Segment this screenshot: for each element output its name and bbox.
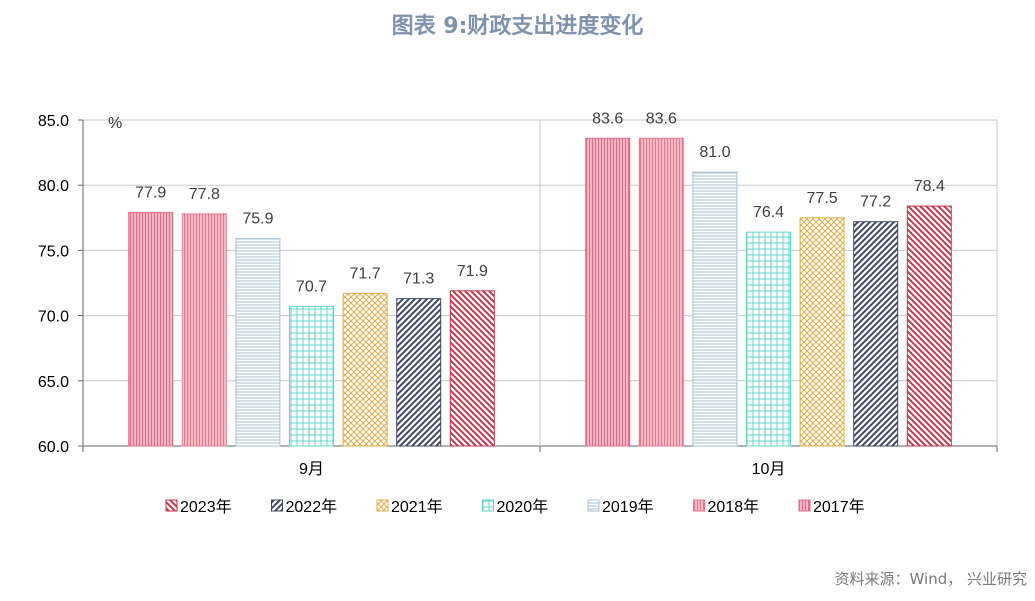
- bar-2022年-9月: [396, 298, 442, 447]
- legend-swatch: [376, 499, 389, 512]
- y-tick-label: 70.0: [38, 309, 69, 326]
- x-tick-label: 10月: [752, 461, 786, 478]
- legend-swatch: [693, 499, 705, 512]
- legend-item-2022年: 2022年: [271, 498, 338, 516]
- bar-2023年-9月: [449, 290, 495, 447]
- data-label: 83.6: [592, 110, 623, 127]
- legend-swatch: [482, 499, 494, 512]
- legend-item-2021年: 2021年: [376, 498, 443, 516]
- legend-swatch: [798, 499, 811, 512]
- y-tick-label: 85.0: [38, 113, 69, 130]
- data-label: 71.7: [350, 265, 381, 282]
- bar-2017年-10月: [585, 137, 631, 447]
- bar-2018年-10月: [638, 137, 684, 447]
- legend-label: 2019年: [602, 498, 654, 516]
- legend-label: 2017年: [813, 498, 865, 516]
- bar-2022年-10月: [853, 221, 899, 447]
- y-tick-label: 60.0: [38, 439, 69, 456]
- bar-2021年-9月: [342, 292, 388, 447]
- y-unit-label: %: [108, 115, 122, 132]
- legend-item-2019年: 2019年: [587, 498, 654, 516]
- legend-item-2020年: 2020年: [482, 498, 549, 516]
- legend-label: 2023年: [180, 498, 232, 516]
- data-label: 70.7: [296, 278, 327, 295]
- bar-2019年-9月: [235, 238, 281, 447]
- bar-2017年-9月: [128, 212, 174, 447]
- legend-swatch: [165, 499, 178, 512]
- bar-2018年-9月: [181, 213, 227, 447]
- legend-label: 2022年: [286, 498, 338, 516]
- y-tick-label: 75.0: [38, 243, 69, 260]
- bar-2020年-10月: [746, 231, 791, 447]
- data-label: 77.9: [135, 185, 166, 202]
- source-note: 资料来源：Wind， 兴业研究: [834, 570, 1027, 588]
- data-label: 71.9: [457, 263, 488, 280]
- legend-item-2023年: 2023年: [165, 498, 232, 516]
- legend-swatch: [271, 499, 283, 512]
- legend-label: 2018年: [708, 498, 760, 516]
- data-label: 77.5: [807, 190, 838, 207]
- y-tick-label: 65.0: [38, 374, 69, 391]
- bar-2020年-9月: [289, 305, 334, 447]
- x-tick-label: 9月: [299, 461, 324, 478]
- legend-label: 2021年: [391, 498, 443, 516]
- y-tick-label: 80.0: [38, 178, 69, 195]
- bar-2023年-10月: [906, 205, 952, 447]
- data-label: 77.8: [189, 186, 220, 203]
- data-label: 81.0: [699, 144, 730, 161]
- legend-swatch: [587, 499, 600, 512]
- bar-2019年-10月: [692, 171, 738, 447]
- data-label: 77.2: [860, 194, 891, 211]
- data-label: 83.6: [646, 110, 677, 127]
- legend-item-2017年: 2017年: [798, 498, 865, 516]
- data-label: 76.4: [753, 204, 784, 221]
- chart-title: 图表 9:财政支出进度变化: [391, 14, 644, 39]
- bar-2021年-10月: [799, 217, 845, 447]
- legend-label: 2020年: [497, 498, 549, 516]
- data-label: 71.3: [403, 271, 434, 288]
- data-label: 78.4: [914, 178, 945, 195]
- data-label: 75.9: [242, 211, 273, 228]
- legend-item-2018年: 2018年: [693, 498, 760, 516]
